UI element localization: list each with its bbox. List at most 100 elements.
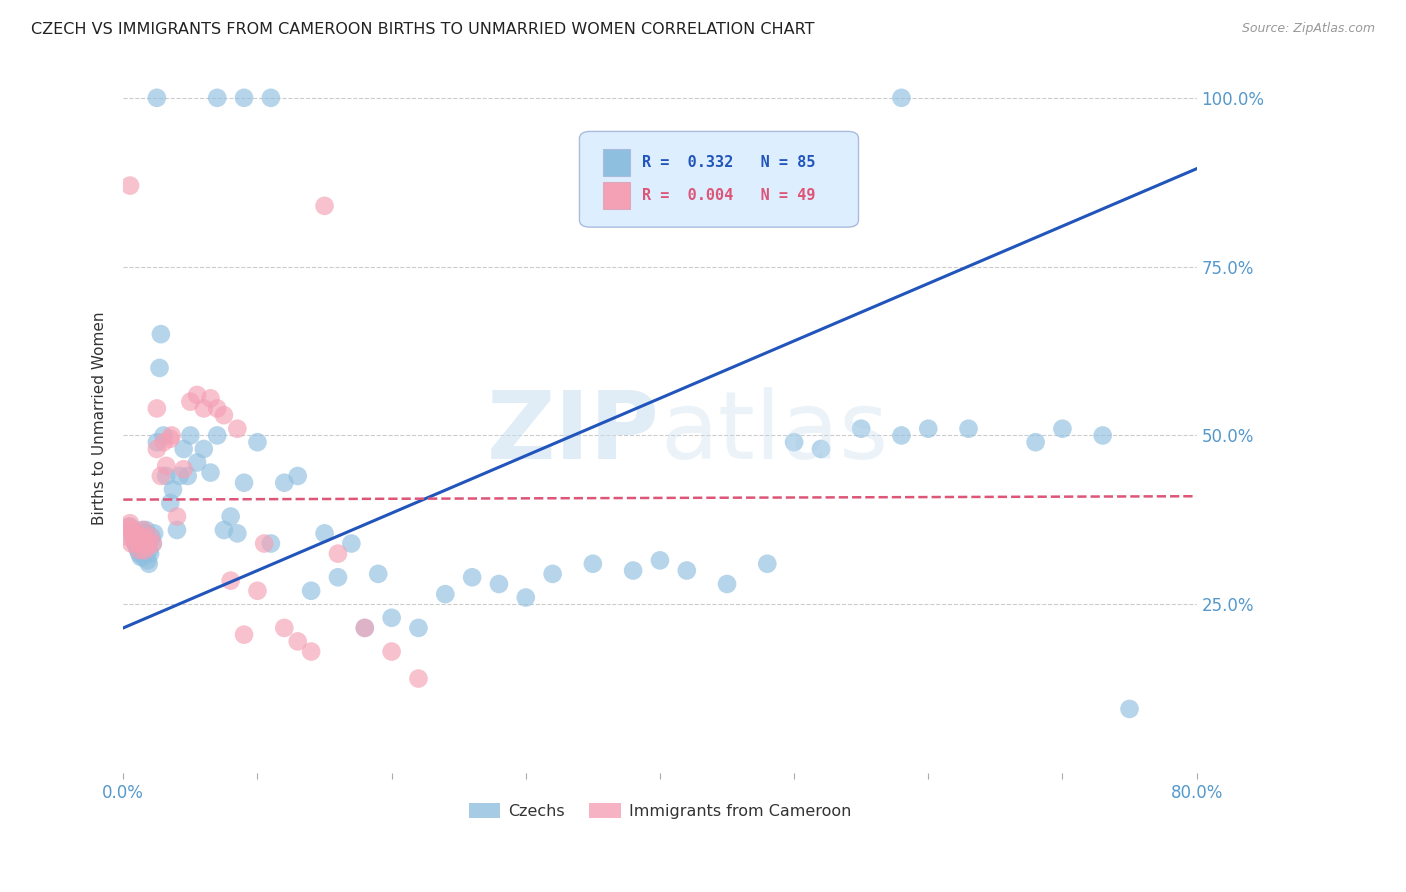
Point: [381, 611, 404, 625]
Point: [851, 422, 873, 436]
Point: [219, 509, 242, 524]
Point: [115, 523, 138, 537]
Point: [219, 574, 242, 588]
Point: [233, 627, 256, 641]
Point: [127, 533, 149, 548]
Point: [205, 428, 228, 442]
Point: [125, 526, 148, 541]
FancyBboxPatch shape: [579, 131, 859, 227]
Point: [118, 178, 141, 193]
Point: [166, 523, 188, 537]
Point: [127, 543, 149, 558]
Point: [125, 530, 148, 544]
Point: [233, 475, 256, 490]
Point: [314, 526, 336, 541]
Point: [1118, 702, 1140, 716]
Point: [917, 422, 939, 436]
Point: [169, 469, 191, 483]
Bar: [603, 149, 630, 176]
Point: [152, 428, 174, 442]
Point: [131, 543, 153, 558]
Point: [260, 536, 283, 550]
Point: [159, 432, 181, 446]
Point: [134, 543, 156, 558]
Point: [212, 408, 235, 422]
Point: [205, 91, 228, 105]
Point: [122, 533, 145, 548]
Point: [152, 435, 174, 450]
Point: [434, 587, 457, 601]
Point: [141, 530, 163, 544]
Point: [1052, 422, 1074, 436]
Point: [212, 523, 235, 537]
Point: [408, 621, 430, 635]
Text: R =  0.004   N = 49: R = 0.004 N = 49: [641, 188, 815, 203]
Point: [160, 428, 183, 442]
Point: [200, 392, 222, 406]
Point: [146, 91, 169, 105]
Point: [121, 526, 143, 541]
Point: [381, 644, 404, 658]
Point: [135, 536, 157, 550]
Point: [260, 91, 283, 105]
Point: [314, 199, 336, 213]
Point: [129, 536, 152, 550]
Point: [326, 570, 349, 584]
Point: [149, 327, 172, 342]
Point: [340, 536, 363, 550]
Point: [124, 536, 146, 550]
Point: [134, 547, 156, 561]
Point: [118, 516, 141, 531]
Point: [675, 564, 697, 578]
Point: [146, 435, 169, 450]
Point: [176, 469, 198, 483]
Point: [131, 530, 153, 544]
Point: [299, 644, 322, 658]
Point: [186, 455, 208, 469]
Point: [155, 458, 177, 473]
Point: [957, 422, 980, 436]
Point: [193, 442, 215, 456]
Point: [139, 530, 162, 544]
Point: [117, 530, 139, 544]
Point: [128, 536, 150, 550]
Point: [128, 547, 150, 561]
Point: [131, 523, 153, 537]
Bar: [603, 183, 630, 210]
Point: [246, 583, 269, 598]
Point: [146, 442, 169, 456]
Point: [233, 91, 256, 105]
Point: [135, 523, 157, 537]
Point: [136, 553, 159, 567]
Point: [125, 540, 148, 554]
Legend: Czechs, Immigrants from Cameroon: Czechs, Immigrants from Cameroon: [463, 797, 858, 825]
Point: [515, 591, 537, 605]
Point: [132, 523, 155, 537]
Point: [138, 543, 160, 558]
Point: [205, 401, 228, 416]
Point: [1091, 428, 1114, 442]
Point: [135, 533, 157, 548]
Point: [179, 394, 201, 409]
Text: R =  0.332   N = 85: R = 0.332 N = 85: [641, 155, 815, 170]
Point: [118, 519, 141, 533]
Point: [132, 549, 155, 564]
Point: [287, 469, 309, 483]
Point: [138, 557, 160, 571]
Point: [226, 422, 249, 436]
Text: CZECH VS IMMIGRANTS FROM CAMEROON BIRTHS TO UNMARRIED WOMEN CORRELATION CHART: CZECH VS IMMIGRANTS FROM CAMEROON BIRTHS…: [31, 22, 814, 37]
Point: [166, 509, 188, 524]
Point: [128, 543, 150, 558]
Point: [186, 388, 208, 402]
Text: ZIP: ZIP: [486, 387, 659, 479]
Point: [890, 91, 912, 105]
Point: [173, 442, 195, 456]
Point: [127, 533, 149, 548]
Point: [621, 564, 644, 578]
Point: [118, 519, 141, 533]
Point: [582, 557, 605, 571]
Point: [200, 466, 222, 480]
Point: [146, 401, 169, 416]
Point: [120, 536, 142, 550]
Point: [716, 577, 738, 591]
